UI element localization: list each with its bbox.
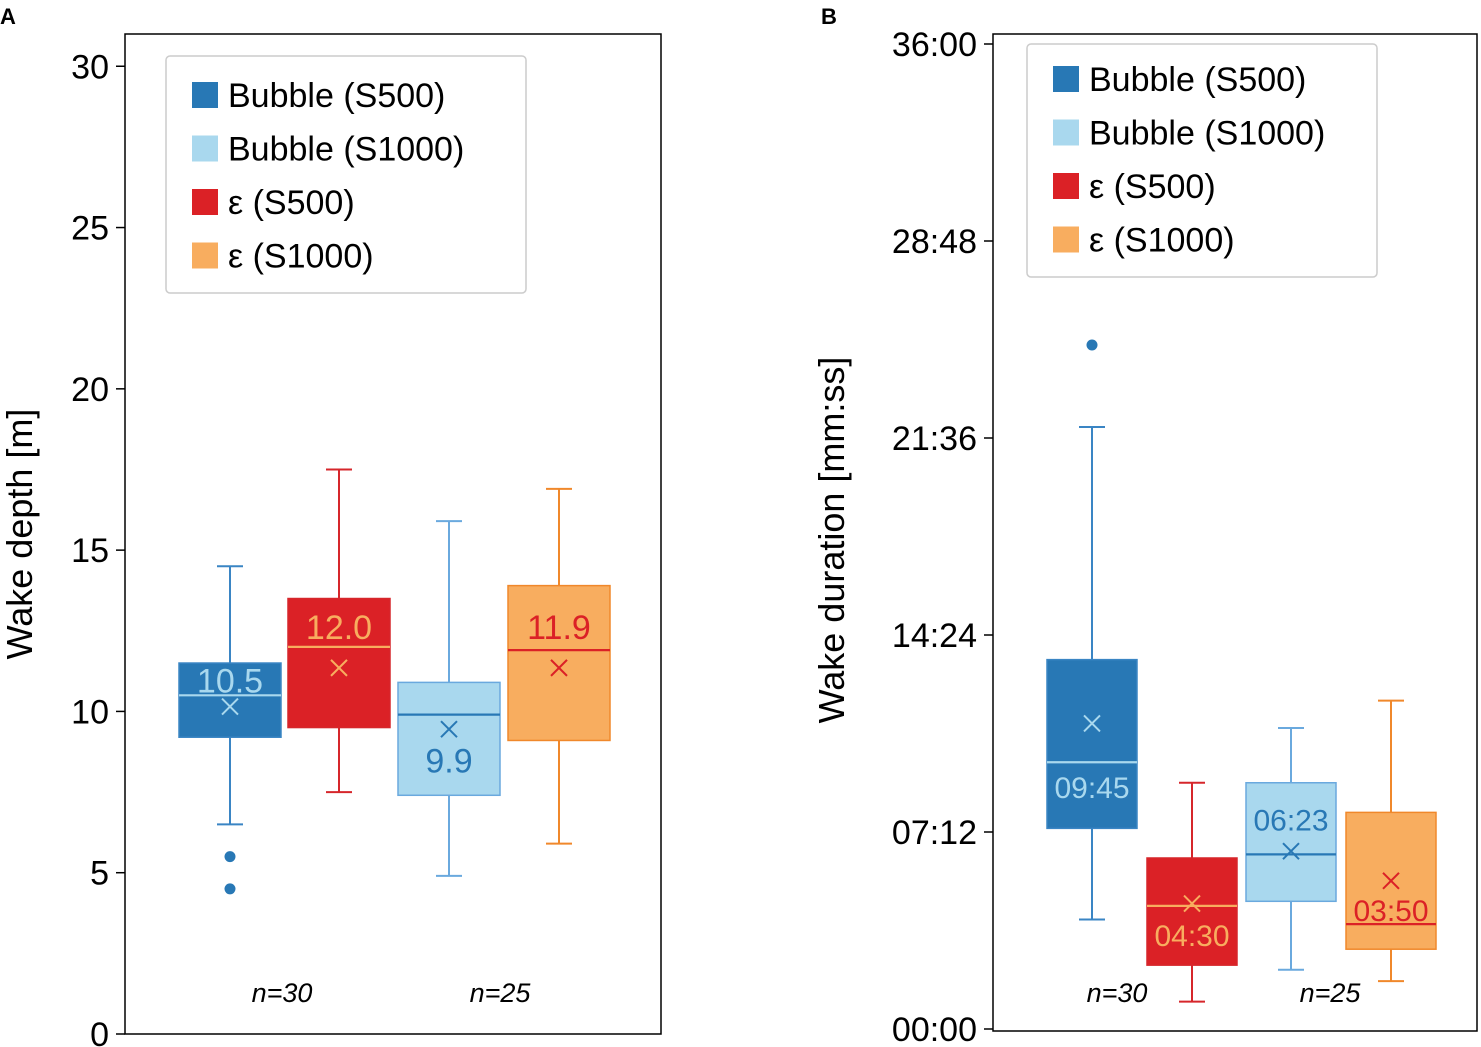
panel-a-box (178, 662, 282, 738)
panel-a-ylabel: Wake depth [m] (0, 409, 40, 660)
panel-b-frame (992, 33, 1478, 1032)
panel-b-legend-label: ε (S500) (1089, 168, 1216, 206)
panel-b-legend-swatch (1053, 173, 1079, 199)
panel-a-box (287, 597, 391, 729)
panel-a-legend-swatch (192, 189, 218, 215)
panel-b-y-axis: 00:00 07:12 14:24 21:36 28:48 36:00 (892, 26, 993, 1047)
panel-a-ytick-label: 25 (71, 210, 109, 248)
panel-b-ytick-label: 14:24 (892, 617, 977, 655)
panel-a-letter: A (0, 4, 16, 29)
panel-b-box-group: 06:23 (1245, 727, 1337, 971)
panel-b-mean-marker (1183, 894, 1201, 913)
panel-b-median-label: 09:45 (1054, 772, 1129, 805)
panel-a-median-label: 11.9 (527, 609, 591, 647)
panel-b-ytick-label: 00:00 (892, 1011, 977, 1047)
panel-a-box (507, 584, 611, 742)
panel-a-ytick-label: 30 (71, 48, 109, 86)
panel-a-boxes: 10.5 12.0 9.9 11.9 (178, 468, 611, 895)
panel-a-legend: Bubble (S500) Bubble (S1000) ε (S500) ε (S1… (165, 55, 527, 294)
panel-b-median-label: 04:30 (1154, 920, 1229, 953)
panel-b-legend-swatch (1053, 119, 1079, 146)
panel-a-ytick-label: 10 (71, 693, 109, 731)
panel-b-box (1146, 857, 1238, 966)
panel-b-ylabel: Wake duration [mm:ss] (811, 357, 852, 724)
panel-a-frame (124, 33, 662, 1035)
panel-a-ytick-label: 5 (90, 855, 109, 893)
panel-a-legend-swatch (192, 82, 218, 108)
panel-b-mean-marker (1083, 714, 1101, 733)
panel-a-mean-marker (440, 720, 458, 738)
panel-a-group-label-1: n=30 (252, 978, 313, 1008)
panel-b-ytick-label: 07:12 (892, 814, 977, 852)
panel-a-box (397, 681, 501, 797)
panel-a-box-group: 12.0 (287, 468, 391, 794)
panel-a-outlier-point (224, 851, 236, 863)
panel-b-ytick-label: 21:36 (892, 420, 977, 458)
panel-a-legend-label: Bubble (S500) (228, 77, 445, 115)
panel-a-legend-label: ε (S1000) (228, 238, 374, 276)
panel-b-letter: B (821, 4, 837, 29)
panel-b-outlier-point (1086, 339, 1098, 351)
panel-b-median-label: 06:23 (1253, 804, 1328, 837)
panel-a-legend-label: ε (S500) (228, 184, 355, 222)
panel-a-median-label: 10.5 (197, 662, 263, 700)
panel-a-mean-marker (330, 659, 348, 677)
panel-b-legend-frame (1026, 43, 1378, 278)
panel-b-group-label-1: n=30 (1087, 978, 1148, 1008)
panel-b-box-group: 09:45 (1046, 339, 1138, 921)
panel-b-legend-label: Bubble (S1000) (1089, 115, 1325, 153)
panel-a-median-label: 12.0 (306, 609, 372, 647)
panel-b-box-group: 03:50 (1345, 699, 1437, 983)
panel-b-ytick-label: 28:48 (892, 223, 977, 261)
panel-b-box (1245, 782, 1337, 903)
panel-b: B 00:00 07:12 14:24 21:36 28:48 36:00 Wake du… (811, 4, 1478, 1047)
panel-b-boxes: 09:45 04:30 06:23 03:50 (1046, 339, 1437, 1003)
panel-a-ytick-label: 20 (71, 371, 109, 409)
panel-b-ytick-label: 36:00 (892, 26, 977, 64)
panel-b-box (1046, 658, 1138, 830)
panel-b-legend-label: Bubble (S500) (1089, 61, 1306, 99)
panel-a-median-label: 9.9 (425, 743, 472, 781)
panel-a: A 0 5 10 15 20 25 30 Wake depth [m] 10.5 12.0 9.… (0, 4, 662, 1047)
panel-b-mean-marker (1282, 842, 1300, 860)
panel-a-ytick-label: 0 (90, 1016, 109, 1047)
panel-a-ytick-label: 15 (71, 532, 109, 570)
panel-a-y-axis: 0 5 10 15 20 25 30 (71, 48, 125, 1047)
panel-a-mean-marker (550, 659, 568, 677)
panel-b-median-label: 03:50 (1353, 895, 1428, 928)
panel-b-box-group: 04:30 (1146, 781, 1238, 1003)
panel-a-legend-swatch (192, 242, 218, 269)
panel-a-legend-swatch (192, 135, 218, 162)
panel-a-mean-marker (221, 697, 239, 716)
panel-a-group-label-2: n=25 (470, 978, 532, 1008)
panel-b-mean-marker (1382, 872, 1400, 890)
panel-a-outlier-point (224, 883, 236, 895)
panel-b-legend: Bubble (S500) Bubble (S1000) ε (S500) ε (S1… (1026, 43, 1378, 278)
panel-b-group-label-2: n=25 (1300, 978, 1362, 1008)
panel-b-legend-swatch (1053, 226, 1079, 253)
panel-a-legend-label: Bubble (S1000) (228, 131, 464, 169)
panel-b-legend-label: ε (S1000) (1089, 222, 1235, 260)
panel-a-box-group: 9.9 (397, 520, 501, 877)
panel-a-legend-frame (165, 55, 527, 294)
panel-b-legend-swatch (1053, 66, 1079, 92)
panel-a-box-group: 10.5 (178, 565, 282, 895)
panel-a-box-group: 11.9 (507, 487, 611, 845)
